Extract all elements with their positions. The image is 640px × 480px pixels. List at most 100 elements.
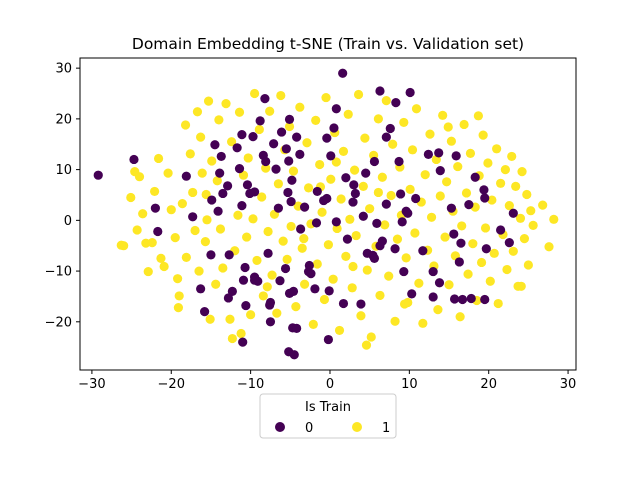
point-series-1	[265, 106, 275, 116]
point-series-0	[312, 186, 322, 197]
point-series-1	[549, 214, 559, 224]
point-series-0	[275, 276, 285, 286]
point-series-1	[227, 333, 237, 344]
point-series-0	[397, 217, 407, 227]
point-series-1	[173, 303, 184, 313]
point-series-0	[218, 188, 228, 199]
point-series-1	[262, 282, 272, 292]
point-series-1	[311, 115, 321, 125]
point-series-1	[334, 325, 345, 336]
x-tick-label: −20	[158, 377, 185, 392]
point-series-1	[523, 260, 533, 270]
point-series-1	[341, 251, 351, 261]
point-series-1	[405, 184, 415, 194]
point-series-0	[348, 197, 358, 207]
point-series-1	[407, 145, 418, 155]
x-tick-label: 20	[480, 377, 497, 392]
point-series-1	[504, 201, 514, 211]
legend-title: Is Train	[305, 400, 351, 415]
legend-label-0: 0	[305, 421, 313, 436]
point-series-0	[496, 225, 506, 235]
point-series-1	[377, 172, 387, 182]
point-series-0	[449, 229, 459, 239]
point-series-1	[433, 305, 443, 315]
point-series-0	[242, 180, 253, 190]
point-series-1	[286, 221, 296, 232]
point-series-0	[396, 189, 406, 199]
point-series-1	[319, 294, 330, 305]
point-series-1	[156, 253, 166, 263]
x-tick-label: 10	[401, 377, 418, 392]
point-series-0	[292, 323, 302, 333]
point-series-0	[206, 250, 216, 260]
plot-frame	[79, 57, 577, 371]
points-layer	[93, 68, 559, 360]
point-series-1	[233, 210, 243, 220]
point-series-1	[353, 89, 364, 100]
point-series-1	[461, 188, 472, 198]
point-series-1	[194, 266, 204, 276]
y-tick-label: 10	[55, 163, 72, 178]
point-series-1	[242, 232, 252, 242]
point-series-1	[516, 281, 526, 291]
point-series-0	[356, 299, 366, 309]
point-series-1	[196, 132, 206, 142]
point-series-1	[468, 239, 478, 249]
point-series-1	[496, 178, 506, 188]
point-series-1	[362, 265, 372, 275]
point-series-0	[381, 199, 391, 209]
point-series-0	[322, 193, 332, 204]
point-series-1	[163, 168, 173, 178]
point-series-1	[485, 276, 495, 286]
point-series-1	[365, 204, 375, 214]
point-series-1	[188, 187, 198, 198]
point-series-0	[200, 307, 210, 317]
point-series-1	[414, 278, 424, 288]
point-series-1	[299, 234, 309, 244]
point-series-1	[138, 209, 148, 219]
point-series-0	[271, 164, 281, 174]
point-series-0	[299, 202, 310, 212]
point-series-1	[493, 298, 503, 309]
point-series-1	[243, 153, 253, 163]
point-series-0	[249, 187, 260, 197]
point-series-1	[236, 328, 246, 339]
legend-marker-0	[275, 422, 285, 432]
point-series-1	[212, 176, 222, 186]
point-series-0	[349, 180, 359, 190]
point-series-1	[399, 117, 409, 128]
point-series-0	[181, 171, 191, 181]
point-series-0	[150, 203, 160, 213]
point-series-0	[232, 143, 242, 153]
point-series-0	[390, 244, 400, 254]
point-series-0	[227, 286, 237, 296]
point-series-0	[456, 238, 466, 248]
x-tick-label: 30	[560, 377, 577, 392]
chart-title: Domain Embedding t-SNE (Train vs. Valida…	[132, 35, 524, 53]
point-series-1	[284, 121, 295, 132]
point-series-0	[428, 266, 438, 277]
point-series-0	[451, 151, 461, 161]
point-series-1	[272, 308, 282, 318]
point-series-1	[392, 234, 403, 244]
x-tick-label: 0	[326, 377, 334, 392]
point-series-1	[347, 283, 357, 293]
point-series-0	[276, 127, 287, 137]
point-series-0	[238, 275, 249, 285]
point-series-0	[207, 195, 217, 205]
point-series-0	[323, 334, 333, 345]
point-series-1	[465, 148, 476, 158]
point-series-1	[215, 224, 226, 234]
point-series-1	[457, 221, 467, 231]
point-series-1	[147, 238, 157, 248]
point-series-0	[286, 196, 296, 207]
point-series-1	[225, 314, 235, 324]
point-series-0	[263, 248, 273, 258]
point-series-0	[435, 166, 445, 176]
point-series-0	[470, 172, 480, 182]
point-series-1	[442, 177, 452, 187]
point-series-1	[435, 191, 445, 201]
point-series-1	[246, 310, 256, 320]
point-series-1	[401, 253, 411, 263]
y-tick-label: 0	[64, 214, 72, 229]
